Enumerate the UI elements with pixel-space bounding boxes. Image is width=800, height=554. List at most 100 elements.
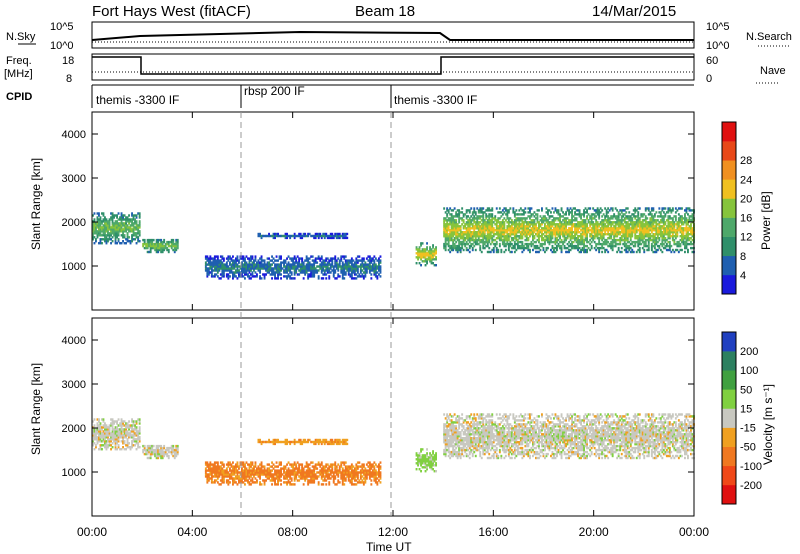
heatmap-cell bbox=[129, 220, 132, 223]
heatmap-cell bbox=[239, 273, 242, 276]
heatmap-cell bbox=[638, 242, 641, 246]
heatmap-cell bbox=[206, 475, 209, 478]
heatmap-cell bbox=[93, 242, 96, 245]
heatmap-cell bbox=[126, 220, 129, 223]
heatmap-cell bbox=[135, 422, 138, 425]
heatmap-cell bbox=[242, 465, 245, 468]
heatmap-cell bbox=[175, 450, 178, 454]
heatmap-cell bbox=[529, 209, 531, 212]
heatmap-cell bbox=[215, 467, 218, 470]
heatmap-cell bbox=[541, 209, 543, 212]
heatmap-cell bbox=[586, 223, 588, 226]
heatmap-cell bbox=[123, 242, 126, 245]
heatmap-cell bbox=[134, 228, 136, 231]
heatmap-cell bbox=[491, 219, 494, 222]
heatmap-cell bbox=[459, 233, 462, 236]
heatmap-cell bbox=[151, 444, 154, 448]
heatmap-cell bbox=[673, 242, 676, 246]
heatmap-cell bbox=[637, 248, 640, 252]
heatmap-cell bbox=[138, 216, 141, 219]
heatmap-cell bbox=[590, 246, 593, 250]
heatmap-cell bbox=[272, 269, 275, 272]
heatmap-cell bbox=[510, 246, 513, 250]
heatmap-cell bbox=[169, 240, 172, 244]
heatmap-cell bbox=[459, 231, 462, 234]
heatmap-cell bbox=[611, 229, 614, 232]
heatmap-cell bbox=[155, 450, 158, 454]
heatmap-cell bbox=[444, 242, 447, 246]
heatmap-cell bbox=[160, 454, 163, 458]
heatmap-cell bbox=[610, 237, 613, 240]
heatmap-cell bbox=[172, 248, 175, 252]
heatmap-cell bbox=[687, 221, 689, 224]
heatmap-cell bbox=[446, 213, 449, 216]
heatmap-cell bbox=[553, 211, 555, 214]
heatmap-cell bbox=[235, 471, 237, 474]
heatmap-cell bbox=[471, 231, 474, 234]
heatmap-cell bbox=[575, 244, 578, 248]
heatmap-cell bbox=[370, 265, 373, 268]
heatmap-cell bbox=[626, 215, 629, 218]
heatmap-cell bbox=[532, 237, 534, 240]
heatmap-cell bbox=[102, 426, 105, 429]
heatmap-cell bbox=[501, 242, 504, 246]
heatmap-cell bbox=[640, 229, 643, 232]
heatmap-cell bbox=[598, 250, 601, 254]
heatmap-cell bbox=[134, 444, 136, 447]
heatmap-cell bbox=[629, 215, 632, 218]
heatmap-cell bbox=[107, 230, 109, 233]
heatmap-cell bbox=[643, 213, 646, 216]
heatmap-cell bbox=[607, 237, 610, 240]
heatmap-cell bbox=[456, 223, 459, 226]
heatmap-cell bbox=[128, 436, 130, 439]
heatmap-cell bbox=[222, 477, 225, 480]
heatmap-cell bbox=[302, 261, 305, 264]
heatmap-cell bbox=[485, 240, 488, 244]
heatmap-cell bbox=[608, 219, 611, 222]
heatmap-cell bbox=[373, 259, 376, 262]
heatmap-cell bbox=[641, 213, 644, 216]
heatmap-cell bbox=[650, 225, 653, 228]
heatmap-cell bbox=[491, 238, 494, 242]
heatmap-cell bbox=[125, 444, 127, 447]
heatmap-cell bbox=[461, 240, 464, 244]
heatmap-cell bbox=[362, 277, 365, 280]
heatmap-cell bbox=[650, 246, 653, 250]
heatmap-cell bbox=[158, 242, 161, 246]
heatmap-cell bbox=[640, 235, 643, 238]
heatmap-cell bbox=[170, 452, 173, 456]
heatmap-cell bbox=[515, 209, 518, 212]
heatmap-cell bbox=[263, 483, 266, 486]
heatmap-cell bbox=[586, 240, 588, 244]
heatmap-cell bbox=[104, 424, 106, 427]
heatmap-cell bbox=[547, 221, 549, 224]
heatmap-cell bbox=[571, 242, 573, 246]
heatmap-cell bbox=[111, 434, 114, 437]
heatmap-cell bbox=[679, 229, 682, 232]
heatmap-cell bbox=[659, 219, 662, 222]
heatmap-cell bbox=[684, 209, 686, 212]
heatmap-cell bbox=[92, 434, 94, 437]
heatmap-cell bbox=[536, 221, 539, 224]
heatmap-cell bbox=[99, 234, 102, 237]
heatmap-cell bbox=[446, 223, 449, 226]
heatmap-cell bbox=[656, 244, 659, 248]
heatmap-cell bbox=[571, 223, 573, 226]
heatmap-cell bbox=[494, 217, 497, 220]
heatmap-cell bbox=[131, 444, 133, 447]
heatmap-cell bbox=[110, 226, 112, 229]
heatmap-cell bbox=[114, 430, 117, 433]
heatmap-cell bbox=[485, 227, 488, 230]
heatmap-cell bbox=[690, 231, 692, 234]
heatmap-cell bbox=[671, 221, 674, 224]
heatmap-cell bbox=[219, 273, 222, 276]
heatmap-cell bbox=[122, 422, 124, 425]
heatmap-cell bbox=[207, 271, 210, 274]
heatmap-cell bbox=[110, 440, 112, 443]
heatmap-cell bbox=[578, 235, 581, 238]
heatmap-cell bbox=[257, 261, 260, 264]
heatmap-cell bbox=[662, 235, 665, 238]
heatmap-cell bbox=[163, 248, 166, 252]
heatmap-cell bbox=[293, 232, 296, 236]
heatmap-cell bbox=[560, 231, 563, 234]
